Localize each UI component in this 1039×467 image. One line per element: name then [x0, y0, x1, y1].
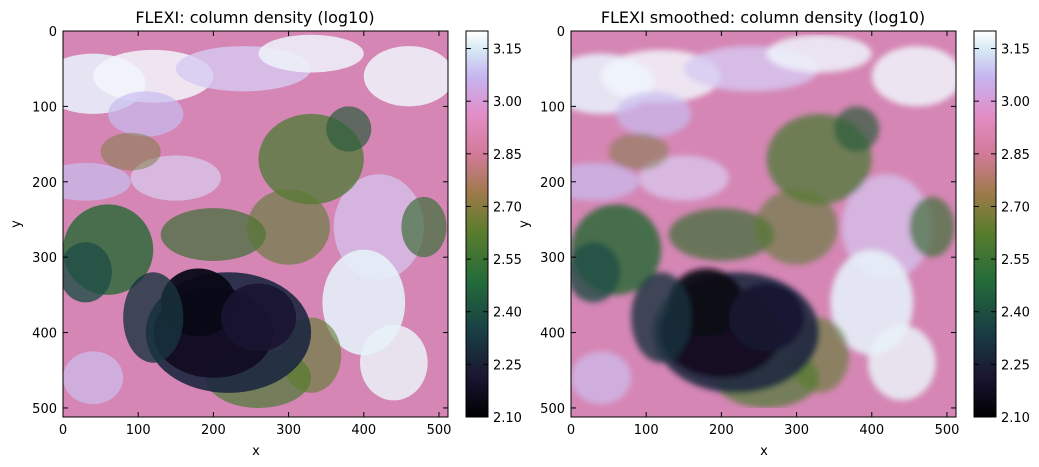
- x-tick-label: 500: [427, 423, 452, 438]
- chart-title: FLEXI: column density (log10): [135, 8, 374, 27]
- density-region: [571, 351, 632, 405]
- heatmap-image: [63, 31, 448, 417]
- x-tick-label: 300: [276, 423, 301, 438]
- x-tick-label: 300: [784, 423, 809, 438]
- y-tick-label: 300: [540, 251, 565, 266]
- colorbar-tick-label: 3.00: [493, 95, 522, 110]
- density-region: [616, 91, 692, 137]
- colorbar-tick-label: 3.15: [493, 43, 522, 58]
- density-region: [668, 208, 775, 261]
- density-region: [571, 242, 620, 303]
- heatmap-panel-raw: FLEXI: column density (log10) 0 100 200 300…: [9, 8, 522, 459]
- colorbar-tick-label: 2.25: [493, 358, 522, 373]
- y-tick-label: 200: [32, 176, 57, 191]
- density-region: [108, 91, 184, 137]
- y-axis: 0 100 200 300 400 500: [32, 25, 448, 417]
- colorbar-ticks: 2.10 2.25 2.40 2.55 2.70 2.85 3.00 3.15: [974, 43, 1030, 426]
- x-tick-label: 200: [201, 423, 226, 438]
- y-axis: 0 100 200 300 400 500: [540, 25, 956, 417]
- x-tick-label: 200: [709, 423, 734, 438]
- density-region: [360, 325, 428, 401]
- y-tick-label: 500: [32, 402, 57, 417]
- density-region: [220, 283, 297, 352]
- y-tick-label: 100: [540, 100, 565, 115]
- colorbar-tick-label: 2.70: [1001, 200, 1030, 215]
- density-region: [63, 351, 124, 405]
- y-tick-label: 400: [32, 327, 57, 342]
- x-axis-label: x: [252, 444, 260, 459]
- colorbar-tick-label: 3.15: [1001, 43, 1030, 58]
- colorbar-tick-label: 2.85: [1001, 148, 1030, 163]
- density-region: [638, 155, 729, 201]
- density-region: [130, 155, 221, 201]
- y-tick-label: 0: [49, 25, 57, 40]
- x-tick-label: 0: [59, 423, 67, 438]
- y-tick-label: 100: [32, 100, 57, 115]
- density-region: [247, 189, 330, 265]
- y-tick-label: 400: [540, 327, 565, 342]
- colorbar-tick-label: 2.85: [493, 148, 522, 163]
- x-tick-label: 100: [634, 423, 659, 438]
- density-region: [363, 46, 448, 107]
- x-tick-label: 100: [126, 423, 151, 438]
- density-region: [160, 208, 267, 261]
- density-region: [631, 272, 692, 363]
- density-region: [63, 242, 112, 303]
- colorbar-tick-label: 2.40: [1001, 306, 1030, 321]
- x-axis-label: x: [760, 444, 768, 459]
- y-tick-label: 200: [540, 176, 565, 191]
- x-tick-label: 400: [351, 423, 376, 438]
- x-tick-label: 500: [935, 423, 960, 438]
- plot-frame: [570, 30, 957, 418]
- colorbar-ticks: 2.10 2.25 2.40 2.55 2.70 2.85 3.00 3.15: [466, 43, 522, 426]
- y-tick-label: 500: [540, 402, 565, 417]
- y-tick-label: 0: [557, 25, 565, 40]
- colorbar-tick-label: 2.10: [493, 411, 522, 426]
- density-region: [258, 34, 364, 73]
- density-region: [608, 132, 669, 171]
- colorbar: [973, 30, 997, 418]
- density-region: [326, 106, 372, 152]
- density-region: [63, 162, 131, 201]
- colorbar-tick-label: 3.00: [1001, 95, 1030, 110]
- density-region: [834, 106, 880, 152]
- density-region: [909, 196, 955, 258]
- density-region: [100, 132, 161, 171]
- colorbar-tick-label: 2.40: [493, 306, 522, 321]
- density-region: [868, 325, 936, 401]
- colorbar-tick-label: 2.70: [493, 200, 522, 215]
- density-region: [871, 46, 956, 107]
- x-tick-label: 0: [567, 423, 575, 438]
- density-region: [401, 196, 447, 258]
- density-region: [755, 189, 838, 265]
- chart-title: FLEXI smoothed: column density (log10): [601, 8, 925, 27]
- x-axis: 0 100 200 300 400 500: [567, 31, 960, 438]
- y-axis-label: y: [517, 220, 532, 228]
- density-region: [123, 272, 184, 363]
- y-axis-label: y: [9, 220, 24, 228]
- density-region: [766, 34, 872, 73]
- colorbar-tick-label: 2.55: [493, 253, 522, 268]
- x-axis: 0 100 200 300 400 500: [59, 31, 452, 438]
- plot-frame: [62, 30, 449, 418]
- colorbar-tick-label: 2.10: [1001, 411, 1030, 426]
- heatmap-panel-smoothed: FLEXI smoothed: column density (log10) 0…: [517, 8, 1030, 459]
- density-region: [728, 283, 805, 352]
- colorbar-tick-label: 2.55: [1001, 253, 1030, 268]
- heatmap-image: [571, 31, 956, 417]
- colorbar-tick-label: 2.25: [1001, 358, 1030, 373]
- y-tick-label: 300: [32, 251, 57, 266]
- x-tick-label: 400: [859, 423, 884, 438]
- density-region: [571, 162, 639, 201]
- colorbar: [465, 30, 489, 418]
